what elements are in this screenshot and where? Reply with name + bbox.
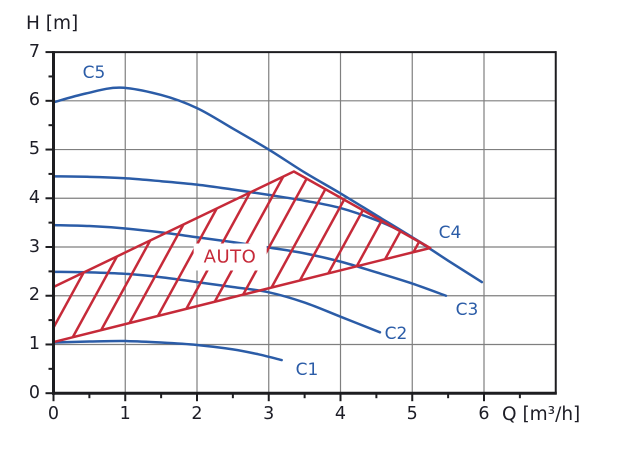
y-axis-title: H [m] [26,13,79,34]
auto-region-label: AUTO [193,243,267,271]
y-tick-label-7: 7 [28,41,40,62]
y-tick-label-5: 5 [28,139,40,160]
curve-label-c3: C3 [455,300,479,320]
y-tick-label-3: 3 [28,236,40,257]
y-tick-label-2: 2 [28,285,40,306]
x-tick-label-4: 4 [334,404,347,424]
x-tick-label-0: 0 [47,404,60,424]
y-tick-label-6: 6 [28,90,40,111]
x-tick-label-3: 3 [263,404,275,424]
y-tick-label-4: 4 [28,187,40,208]
x-tick-label-6: 6 [478,404,490,424]
curve-label-c4: C4 [438,223,462,243]
y-tick-label-0: 0 [28,382,40,403]
x-axis-title: Q [m³/h] [502,404,581,425]
curve-label-c5: C5 [82,63,106,83]
curve-label-c1: C1 [295,360,319,380]
curve-c1 [52,339,283,362]
x-tick-label-5: 5 [406,404,418,424]
curve-label-c2: C2 [384,324,408,344]
x-tick-label-2: 2 [191,404,203,424]
x-tick-label-1: 1 [119,404,131,424]
y-tick-label-1: 1 [28,333,40,354]
